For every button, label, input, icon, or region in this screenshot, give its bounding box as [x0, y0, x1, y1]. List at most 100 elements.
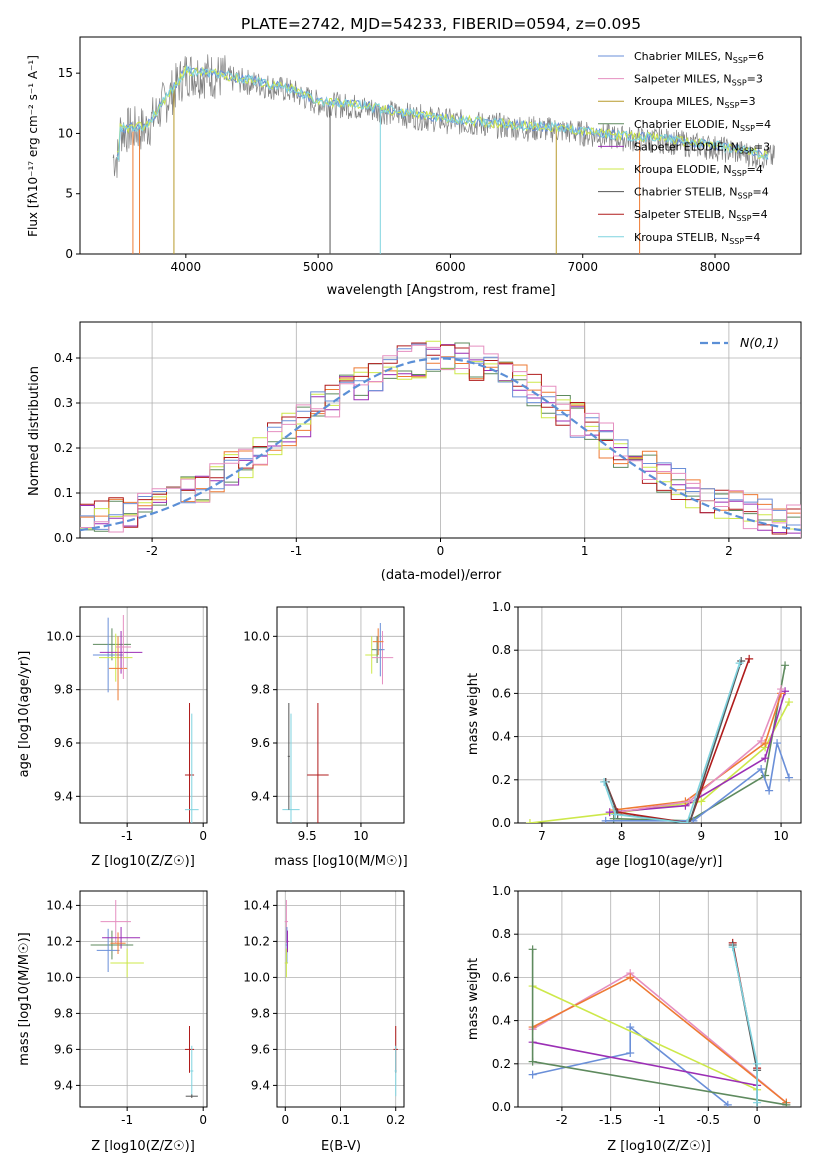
model-spectrum-line: [116, 64, 769, 162]
weight-marker: [765, 786, 774, 795]
legend-entry-label: Kroupa STELIB, NSSP=4: [634, 231, 760, 246]
mass-vs-metallicity-panel: -1 0 9.4 9.6 9.8 10.0 10.2 10.4 Z [log10(Z/Z☉)]…: [17, 890, 208, 1154]
weight-line: [603, 662, 741, 823]
y-tick-label: 10: [58, 126, 73, 140]
weight-line: [609, 690, 786, 813]
legend-entry-label: Chabrier STELIB, NSSP=4: [634, 186, 769, 201]
weight-marker: [601, 816, 610, 823]
y-tick-label: 0.2: [492, 773, 511, 787]
mass-vs-metallicity-plot-area: -1 0 9.4 9.6 9.8 10.0 10.2 10.4: [46, 890, 208, 1127]
weight-marker: [757, 736, 766, 745]
y-tick-label: 0.1: [54, 486, 73, 500]
y-tick-label: 10.0: [46, 629, 73, 643]
age-vs-mass-plot-area: 9.5 10 9.4 9.6 9.8 10.0: [243, 606, 405, 843]
weight-marker: [785, 698, 794, 707]
axes-frame: [79, 890, 208, 1108]
axes-frame: [79, 606, 208, 824]
x-tick-label: -0.5: [697, 1113, 720, 1127]
x-tick-label: 5000: [303, 260, 334, 274]
y-tick-label: 0.6: [492, 686, 511, 700]
weight-lines: [525, 654, 794, 823]
x-tick-label: 7000: [567, 260, 598, 274]
mass-vs-metallicity-ylabel: mass [log10(M/M☉)]: [17, 932, 32, 1065]
y-tick-label: 9.6: [251, 736, 270, 750]
axes-frame: [517, 606, 802, 824]
age-vs-mass-xlabel: mass [log10(M/M☉)]: [274, 854, 407, 869]
y-tick-label: 10.2: [243, 934, 270, 948]
legend-entry-label: Kroupa MILES, NSSP=3: [634, 95, 756, 110]
residual-histogram: [80, 342, 801, 535]
weight-line: [532, 985, 758, 1091]
y-tick-label: 9.6: [251, 1042, 270, 1056]
weight-marker: [626, 1049, 635, 1057]
age-vs-metallicity-plot-area: -1 0 9.4 9.6 9.8 10.0: [46, 606, 208, 843]
weight-vs-age-plot-area: 7 8 9 10 0.0 0.2 0.4 0.6 0.8 1.0: [492, 600, 802, 843]
spectrum-xlabel: wavelength [Angstrom, rest frame]: [327, 283, 556, 298]
weight-marker: [773, 739, 782, 748]
model-spectrum-line: [116, 65, 769, 159]
x-tick-label: 8: [618, 829, 626, 843]
mass-vs-ebv-panel: 0 0.1 0.2 9.4 9.6 9.8 10.0 10.2 10.4 E(B-V): [243, 890, 405, 1154]
weight-marker: [728, 943, 737, 952]
weight-vs-metallicity-panel: -2 -1.5 -1 -0.5 0 0.0 0.2 0.4 0.6 0.8 1.0 Z [log10…: [466, 884, 802, 1154]
weight-marker: [611, 810, 620, 819]
weight-marker: [605, 808, 614, 817]
weight-line: [613, 665, 786, 822]
y-tick-label: 9.4: [54, 1078, 73, 1092]
weight-marker: [685, 819, 694, 823]
weight-line: [532, 1025, 729, 1106]
y-tick-label: 5: [65, 187, 73, 201]
weight-marker: [683, 819, 692, 823]
weight-marker: [785, 773, 794, 782]
x-tick-label: -1: [121, 1113, 133, 1127]
residuals-plot-area: -2 -1 0 1 2 0.0 0.1 0.2 0.3 0.4: [54, 321, 802, 558]
residuals-panel: -2 -1 0 1 2 0.0 0.1 0.2 0.3 0.4 N(0,1) (data-mode…: [27, 321, 802, 583]
x-tick-label: -1.5: [599, 1113, 622, 1127]
weight-line: [617, 688, 782, 813]
y-tick-label: 9.8: [251, 1006, 270, 1020]
weight-marker: [745, 654, 754, 663]
x-tick-label: -2: [556, 1113, 568, 1127]
y-tick-label: 9.6: [54, 736, 73, 750]
residual-histogram: [80, 340, 801, 530]
y-tick-label: 9.8: [54, 1006, 73, 1020]
x-tick-label: 0.1: [331, 1113, 350, 1127]
spectrum-lines: [112, 54, 775, 254]
y-tick-label: 0.2: [54, 441, 73, 455]
legend-entry-label: N(0,1): [740, 335, 779, 350]
x-tick-label: 0: [281, 1113, 289, 1127]
x-tick-label: 0: [753, 1113, 761, 1127]
y-tick-label: 10.4: [243, 898, 270, 912]
residual-histogram: [80, 344, 801, 534]
x-tick-label: 0: [437, 544, 445, 558]
y-tick-label: 9.6: [54, 1042, 73, 1056]
legend-entry-label: Salpeter ELODIE, NSSP=3: [634, 140, 770, 155]
y-tick-label: 0.0: [54, 531, 73, 545]
weight-marker: [777, 685, 786, 694]
spectrum-panel: 4000 5000 6000 7000 8000 0 5 10 15 Chabrier MILE…: [26, 36, 802, 298]
spectrum-plot-area: 4000 5000 6000 7000 8000 0 5 10 15: [58, 36, 802, 274]
mass-vs-ebv-xlabel: E(B-V): [321, 1139, 361, 1154]
gaussian-curve: [80, 357, 801, 532]
error-bars: [90, 900, 198, 1098]
weight-marker: [528, 1057, 537, 1066]
weight-marker: [781, 687, 790, 696]
x-tick-label: 0.2: [386, 1113, 405, 1127]
x-tick-label: 10: [353, 829, 368, 843]
x-tick-label: -1: [290, 544, 302, 558]
error-bars: [282, 623, 394, 823]
x-tick-label: 2: [725, 544, 733, 558]
weight-marker: [528, 1070, 537, 1079]
weight-marker: [626, 1023, 635, 1032]
y-tick-label: 0.3: [54, 396, 73, 410]
y-tick-label: 15: [58, 66, 73, 80]
weight-marker: [723, 1100, 732, 1107]
weight-vs-metallicity-plot-area: -2 -1.5 -1 -0.5 0 0.0 0.2 0.4 0.6 0.8 1.0: [492, 884, 802, 1127]
y-tick-label: 10.2: [46, 934, 73, 948]
x-tick-label: 0: [199, 1113, 207, 1127]
mass-vs-metallicity-xlabel: Z [log10(Z/Z☉)]: [91, 1139, 195, 1154]
x-tick-label: 4000: [171, 260, 202, 274]
figure-title: PLATE=2742, MJD=54233, FIBERID=0594, z=0…: [241, 15, 641, 33]
age-vs-metallicity-panel: -1 0 9.4 9.6 9.8 10.0 Z [log10(Z/Z☉)] age [lo…: [17, 606, 208, 869]
